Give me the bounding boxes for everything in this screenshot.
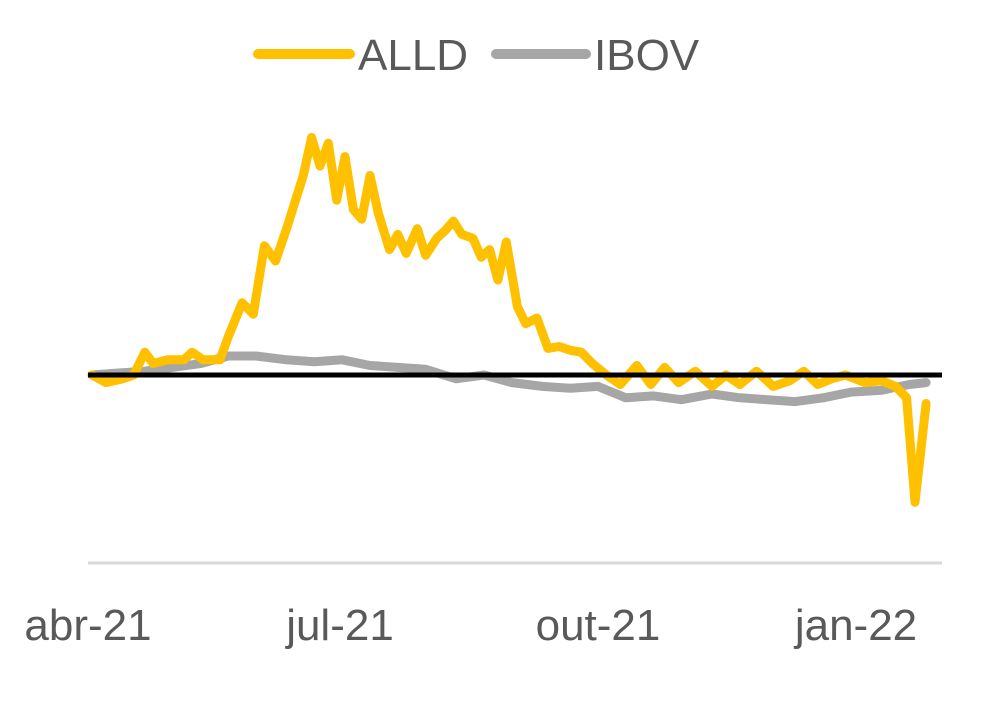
x-tick-label: out-21 — [536, 601, 661, 650]
legend: ALLD IBOV — [253, 31, 700, 80]
series-line-alld — [87, 133, 931, 507]
legend-label-alld: ALLD — [358, 31, 468, 80]
x-tick-label: jul-21 — [284, 601, 394, 650]
x-tick-label: abr-21 — [24, 601, 151, 650]
plot-area — [87, 133, 942, 507]
x-axis-ticks: abr-21 jul-21 out-21 jan-22 — [24, 601, 917, 650]
x-tick-label: jan-22 — [793, 601, 917, 650]
legend-label-ibov: IBOV — [594, 31, 700, 80]
series-line-ibov — [87, 351, 931, 407]
